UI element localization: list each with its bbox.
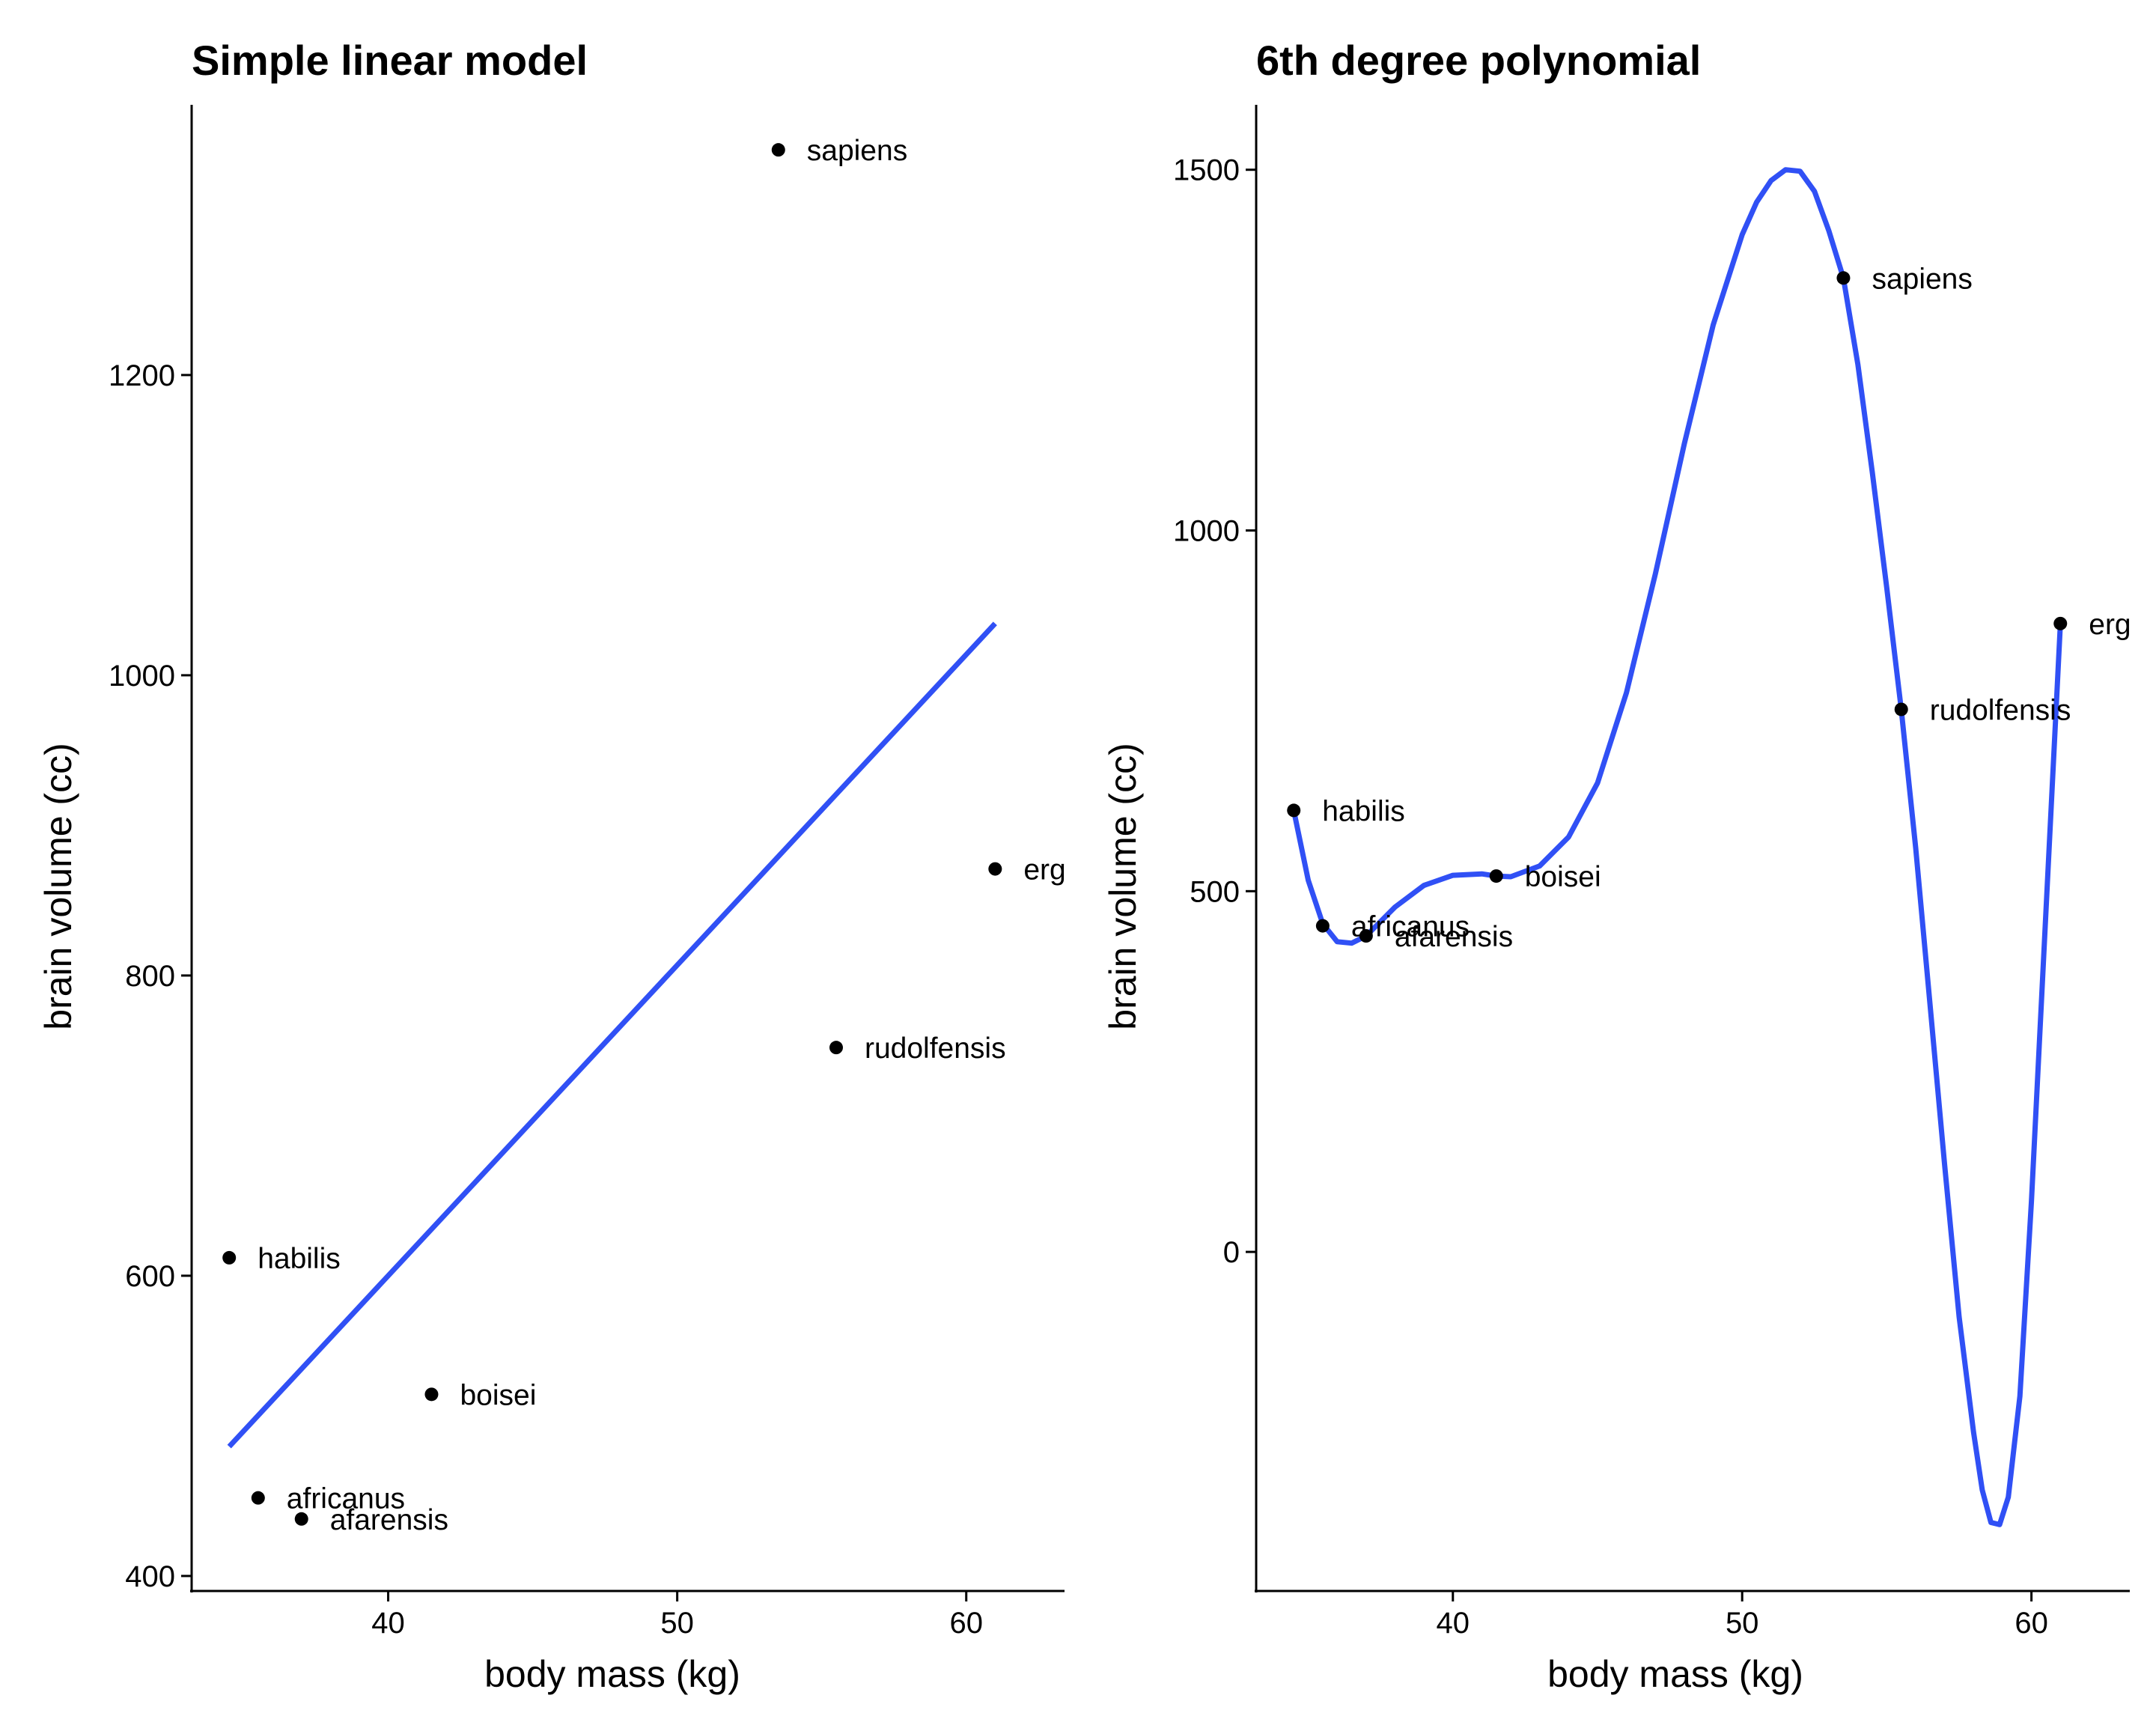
x-tick-label: 50: [660, 1607, 694, 1640]
x-tick-label: 50: [1726, 1607, 1759, 1640]
data-point-ergaster: [2053, 616, 2068, 630]
y-tick-label: 1000: [1173, 515, 1240, 548]
point-label-sapiens: sapiens: [1872, 263, 1972, 295]
y-tick-label: 1000: [109, 660, 175, 693]
point-label-habilis: habilis: [1322, 795, 1405, 827]
point-label-africanus: africanus: [1351, 911, 1470, 943]
panel-simple-linear-model: Simple linear model body mass (kg) brain…: [37, 37, 1130, 1695]
chart-title: Simple linear model: [192, 37, 588, 84]
point-label-rudolfensis: rudolfensis: [1930, 694, 2071, 726]
x-tick-label: 60: [949, 1607, 983, 1640]
y-tick-label: 0: [1223, 1236, 1240, 1269]
point-label-boisei: boisei: [1525, 861, 1601, 893]
plot-area: 40 50 60 400 600 800 1000 1200 afarensisafricanu…: [109, 105, 1130, 1640]
point-label-ergaster: ergaster: [2089, 609, 2156, 641]
data-point-afarensis: [294, 1512, 308, 1526]
y-tick-label: 400: [125, 1560, 175, 1593]
x-axis-title: body mass (kg): [1547, 1653, 1803, 1695]
y-axis-title: brain volume (cc): [37, 743, 79, 1029]
y-tick-label: 500: [1190, 875, 1240, 908]
data-point-boisei: [424, 1387, 439, 1402]
point-label-boisei: boisei: [460, 1379, 536, 1411]
y-tick-label: 1200: [109, 359, 175, 392]
point-label-habilis: habilis: [258, 1243, 341, 1275]
data-point-ergaster: [988, 862, 1002, 876]
fit-line: [227, 621, 997, 1449]
y-tick-label: 600: [125, 1260, 175, 1293]
x-axis-title: body mass (kg): [484, 1653, 740, 1695]
data-point-rudolfensis: [829, 1041, 843, 1055]
data-point-afarensis: [1359, 929, 1373, 943]
data-point-africanus: [251, 1491, 265, 1505]
fit-line: [1291, 167, 2063, 1527]
data-point-africanus: [1315, 919, 1330, 933]
data-point-sapiens: [1836, 271, 1851, 285]
panel-6th-degree-polynomial: 6th degree polynomial body mass (kg) bra…: [1102, 37, 2156, 1695]
data-point-rudolfensis: [1894, 702, 1908, 717]
y-axis-title: brain volume (cc): [1102, 743, 1144, 1029]
data-point-habilis: [1287, 803, 1301, 818]
point-label-afarensis: afarensis: [1395, 921, 1513, 953]
x-tick-label: 40: [371, 1607, 405, 1640]
data-point-sapiens: [771, 143, 785, 157]
x-tick-label: 60: [2015, 1607, 2048, 1640]
data-point-habilis: [222, 1250, 237, 1265]
x-tick-label: 40: [1437, 1607, 1470, 1640]
y-tick-label: 800: [125, 960, 175, 993]
point-label-rudolfensis: rudolfensis: [865, 1032, 1006, 1065]
y-tick-label: 1500: [1173, 154, 1240, 187]
point-label-ergaster: ergaster: [1023, 854, 1130, 886]
point-label-africanus: africanus: [287, 1483, 405, 1515]
data-point-boisei: [1489, 869, 1503, 883]
chart-title: 6th degree polynomial: [1256, 37, 1701, 84]
point-label-sapiens: sapiens: [807, 135, 907, 167]
point-label-afarensis: afarensis: [330, 1504, 448, 1536]
